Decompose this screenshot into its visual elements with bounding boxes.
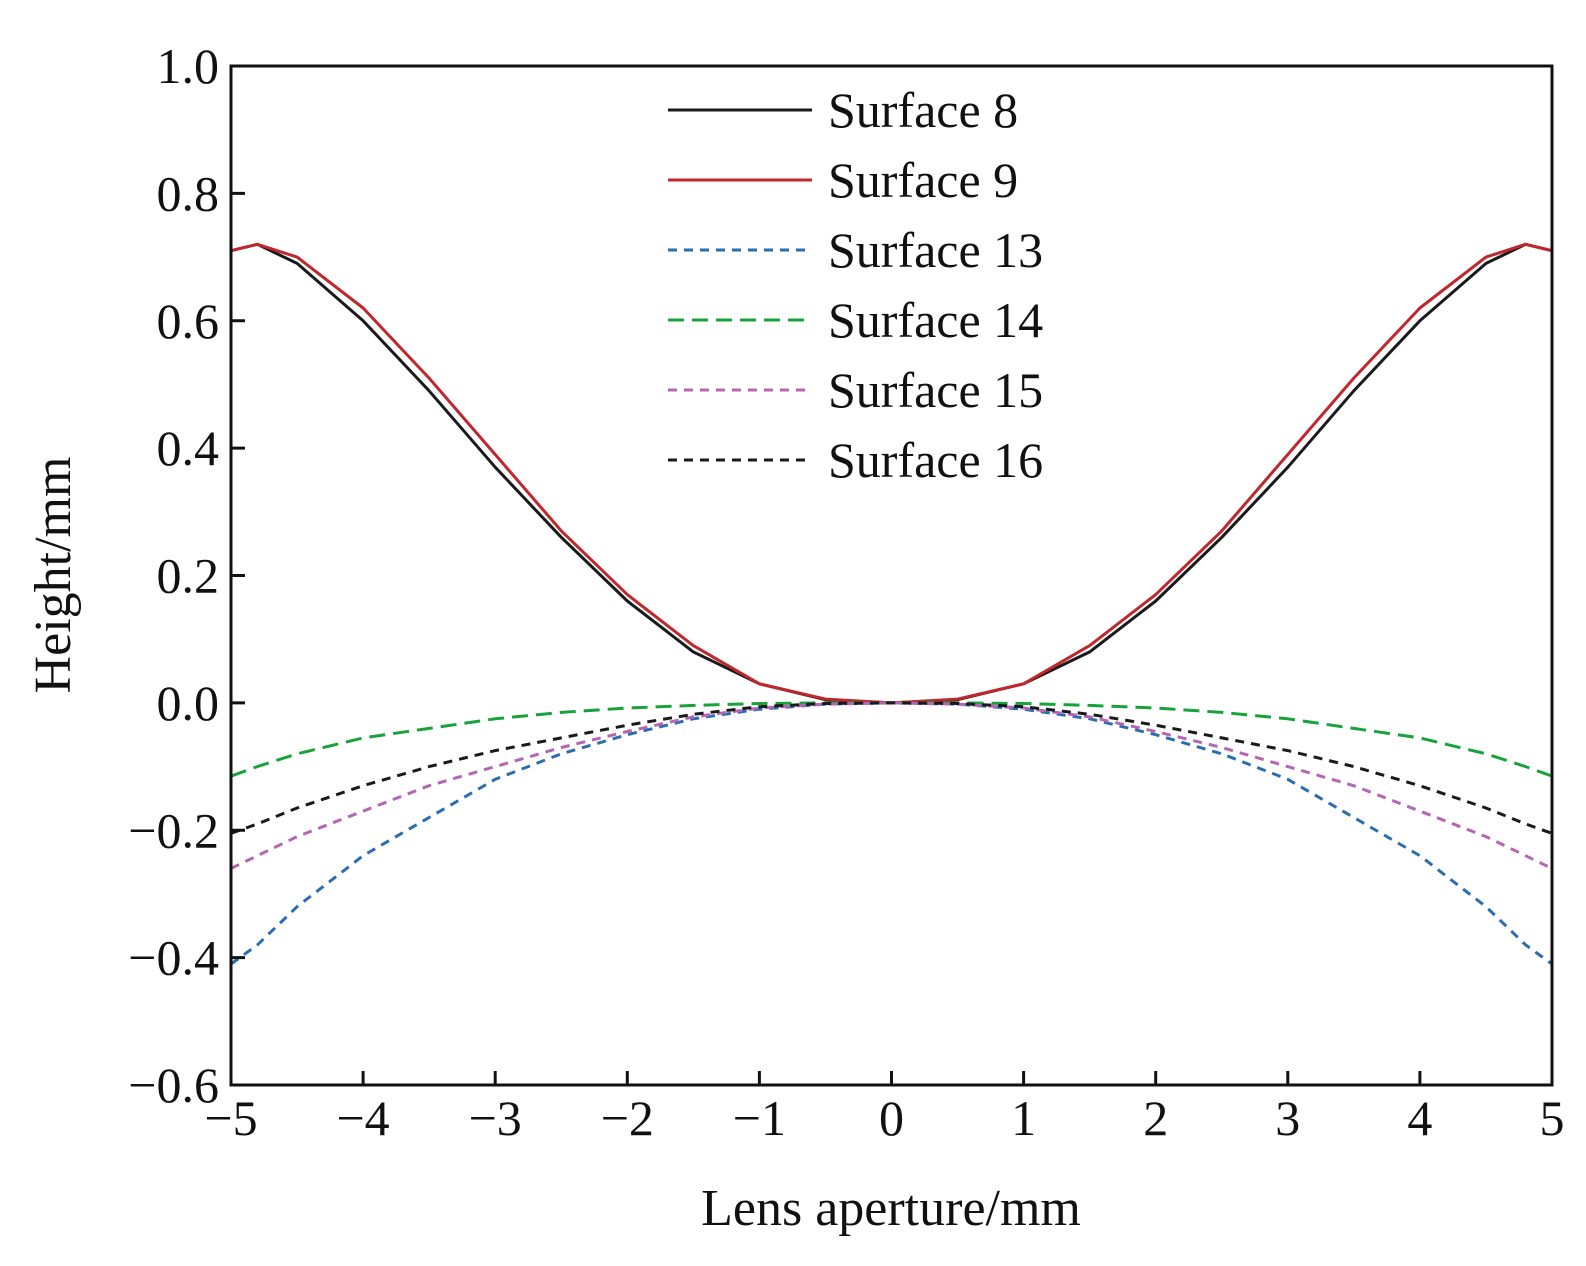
legend-label: Surface 8 xyxy=(828,82,1018,138)
x-tick-label: −4 xyxy=(336,1090,389,1146)
x-tick-label: −2 xyxy=(601,1090,654,1146)
legend-label: Surface 15 xyxy=(828,362,1043,418)
x-tick-label: 5 xyxy=(1540,1090,1565,1146)
legend-label: Surface 16 xyxy=(828,432,1043,488)
x-tick-label: −3 xyxy=(469,1090,522,1146)
x-axis-ticks: −5 −4 −3 −2 −1 0 1 2 3 4 5 xyxy=(204,1071,1565,1146)
x-tick-label: −5 xyxy=(204,1090,257,1146)
y-axis-ticks: −0.6 −0.4 −0.2 0.0 0.2 0.4 0.6 0.8 1.0 xyxy=(128,38,245,1113)
x-tick-label: −1 xyxy=(733,1090,786,1146)
x-tick-label: 1 xyxy=(1011,1090,1036,1146)
y-tick-label: 0.4 xyxy=(157,420,220,476)
legend: Surface 8 Surface 9 Surface 13 Surface 14 Su… xyxy=(668,82,1043,488)
y-tick-label: 1.0 xyxy=(157,38,220,94)
y-tick-label: −0.2 xyxy=(128,802,219,858)
y-axis-title: Height/mm xyxy=(25,457,82,694)
x-axis-title: Lens aperture/mm xyxy=(701,1180,1081,1237)
series-line-surface-14 xyxy=(230,701,1553,778)
y-tick-label: −0.4 xyxy=(128,930,219,986)
y-tick-label: −0.6 xyxy=(128,1057,219,1113)
series-line-surface-16 xyxy=(230,701,1553,835)
series-layer xyxy=(230,242,1553,966)
x-tick-label: 2 xyxy=(1143,1090,1168,1146)
y-tick-label: 0.2 xyxy=(157,548,220,604)
legend-label: Surface 14 xyxy=(828,292,1043,348)
x-tick-label: 0 xyxy=(879,1090,904,1146)
y-tick-label: 0.0 xyxy=(157,675,220,731)
legend-label: Surface 9 xyxy=(828,152,1018,208)
y-tick-label: 0.8 xyxy=(157,165,220,221)
x-tick-label: 4 xyxy=(1407,1090,1432,1146)
series-line-surface-13 xyxy=(230,701,1553,966)
x-tick-label: 3 xyxy=(1275,1090,1300,1146)
legend-label: Surface 13 xyxy=(828,222,1043,278)
y-tick-label: 0.6 xyxy=(157,293,220,349)
